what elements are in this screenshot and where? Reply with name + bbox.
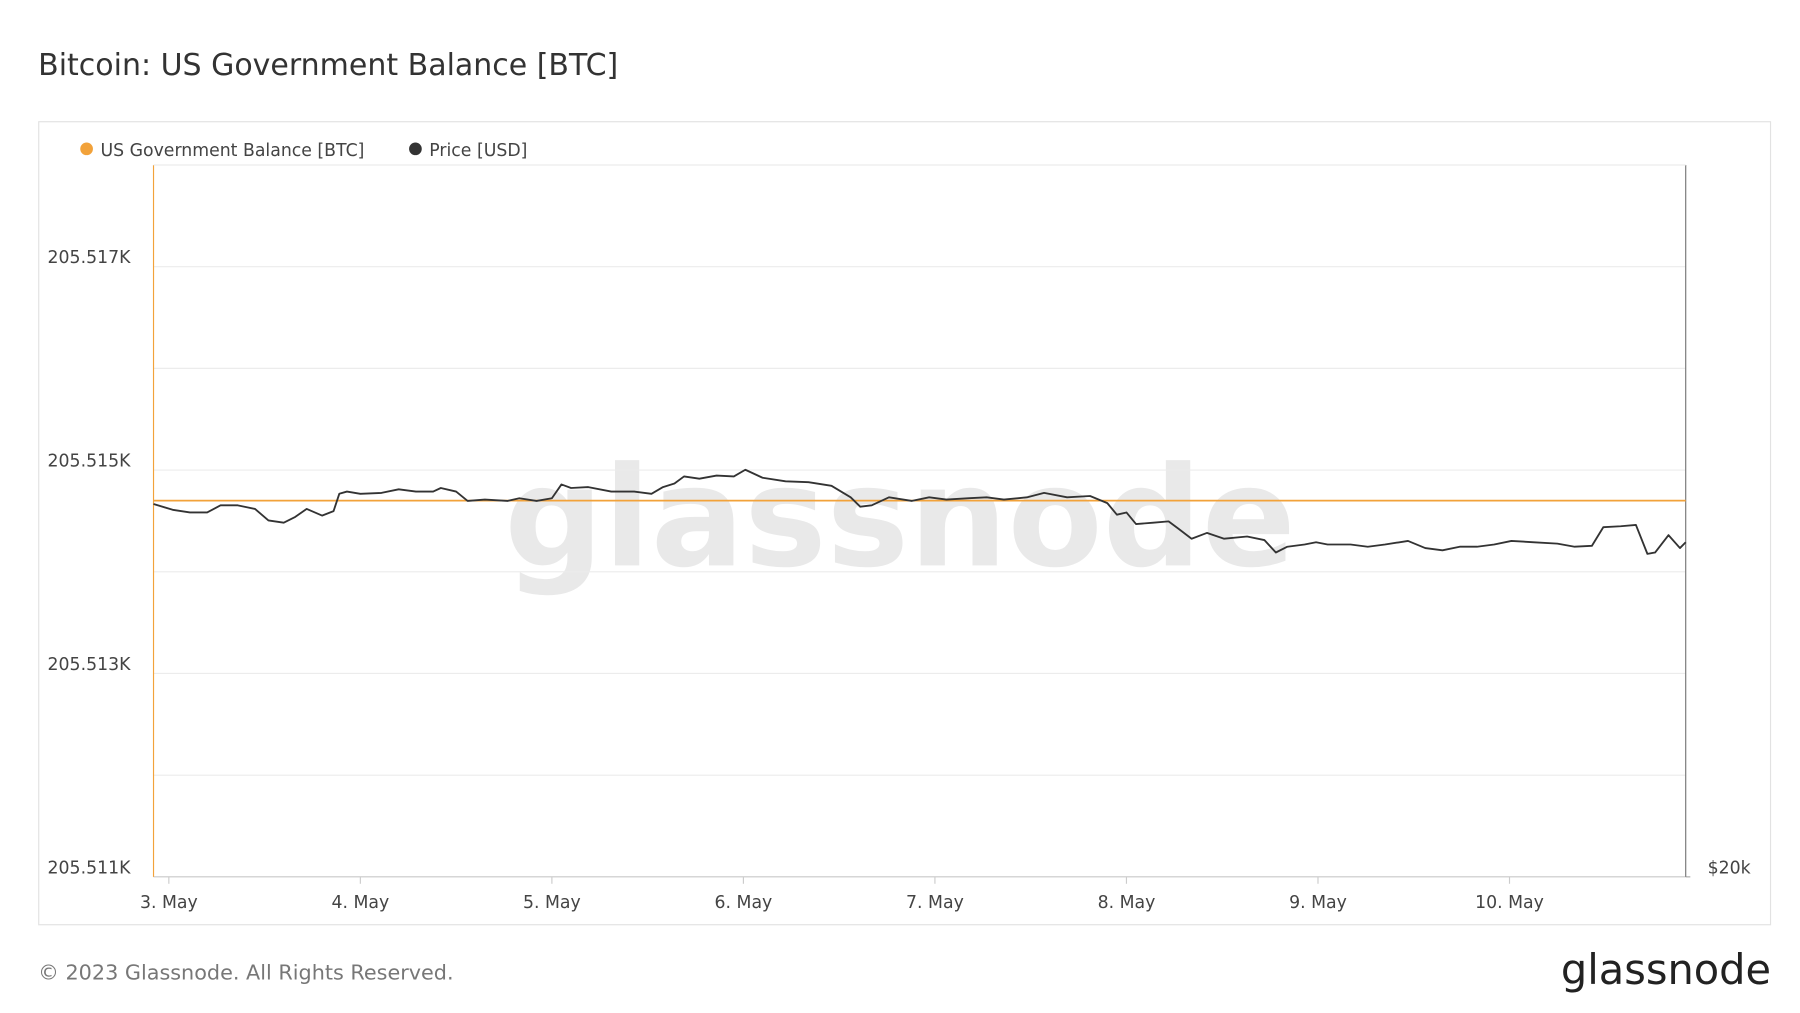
chart-frame	[38, 121, 1772, 926]
logo: glassnode	[1561, 945, 1771, 994]
legend-label: US Government Balance [BTC]	[100, 141, 364, 161]
x-tick-label: 5. May	[523, 893, 581, 913]
y-tick-label: 205.513K	[48, 655, 132, 675]
x-tick-label: 9. May	[1289, 893, 1347, 913]
legend-label: Price [USD]	[429, 141, 527, 161]
series-line	[153, 468, 1687, 555]
x-tick-label: 10. May	[1475, 893, 1544, 913]
chart-title: Bitcoin: US Government Balance [BTC]	[38, 48, 618, 83]
x-tick-label: 6. May	[715, 893, 773, 913]
y-tick-label: 205.515K	[48, 452, 132, 472]
y-tick-label: 205.511K	[48, 858, 132, 878]
watermark: glassnode	[504, 436, 1295, 598]
footer: © 2023 Glassnode. All Rights Reserved.	[38, 961, 453, 985]
x-tick-label: 3. May	[140, 893, 198, 913]
legend-marker	[80, 142, 93, 156]
y2-tick-label: $20k	[1708, 858, 1751, 878]
legend-marker	[409, 142, 422, 156]
x-tick-label: 8. May	[1098, 893, 1156, 913]
y-tick-label: 205.517K	[48, 248, 132, 268]
x-tick-label: 4. May	[331, 893, 389, 913]
x-tick-label: 7. May	[906, 893, 964, 913]
